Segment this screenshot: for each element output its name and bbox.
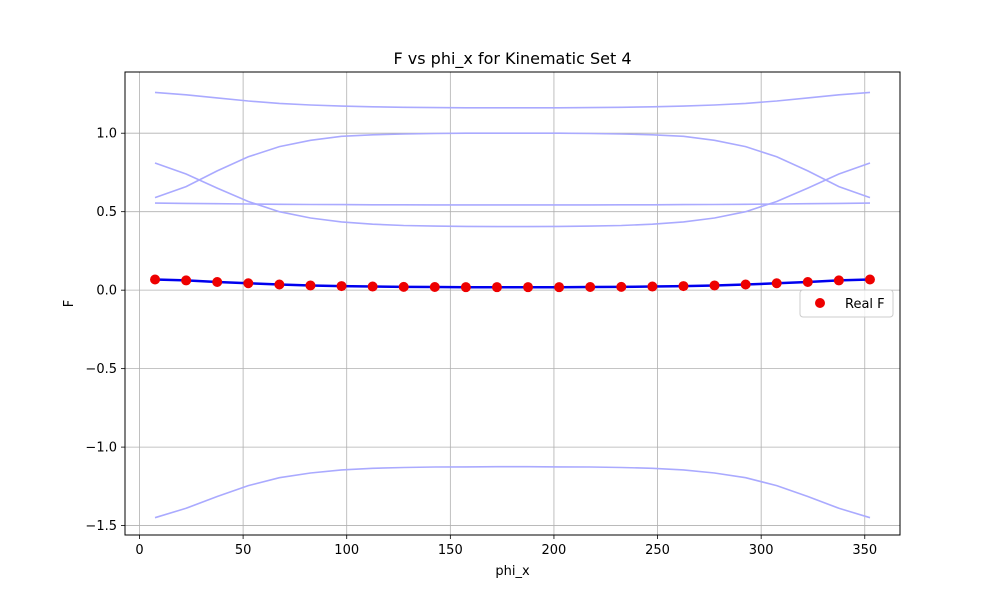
real-f-point bbox=[833, 275, 844, 286]
x-tick-label: 350 bbox=[852, 543, 877, 558]
real-f-point bbox=[274, 279, 285, 290]
faint-series-line-1 bbox=[154, 91, 871, 109]
legend-marker bbox=[815, 298, 825, 308]
x-tick-label: 100 bbox=[334, 543, 359, 558]
chart-title: F vs phi_x for Kinematic Set 4 bbox=[393, 49, 631, 69]
real-f-point bbox=[678, 281, 689, 292]
plot-frame bbox=[124, 71, 901, 536]
x-tick-label: 50 bbox=[235, 543, 252, 558]
real-f-point bbox=[709, 280, 720, 291]
real-f-point bbox=[243, 278, 254, 289]
real-f-point bbox=[367, 281, 378, 292]
real-f-point bbox=[491, 282, 502, 293]
real-f-point bbox=[523, 282, 534, 293]
real-f-point bbox=[305, 280, 316, 291]
real-f-point bbox=[740, 279, 751, 290]
real-f-point bbox=[616, 281, 627, 292]
real-f-markers bbox=[150, 274, 875, 293]
real-f-point bbox=[150, 274, 161, 285]
y-tick-label: −0.5 bbox=[85, 362, 117, 377]
real-f-point bbox=[771, 278, 782, 289]
real-f-point bbox=[181, 275, 192, 286]
real-f-point bbox=[212, 276, 223, 287]
x-tick-label: 200 bbox=[542, 543, 567, 558]
y-axis-ticks: −1.5 −1.0 −0.5 0.0 0.5 1.0 bbox=[85, 127, 125, 534]
y-tick-label: 0.5 bbox=[96, 205, 117, 220]
y-tick-label: 1.0 bbox=[96, 127, 117, 142]
real-f-point bbox=[460, 282, 471, 293]
y-axis-label: F bbox=[62, 300, 77, 307]
legend-box bbox=[799, 289, 894, 318]
y-tick-label: −1.0 bbox=[85, 441, 117, 456]
real-f-point bbox=[647, 281, 658, 292]
real-f-point bbox=[398, 281, 409, 292]
y-tick-label: 0.0 bbox=[96, 284, 117, 299]
real-f-point bbox=[802, 276, 813, 287]
x-axis-ticks: 0 50 100 150 200 250 300 350 bbox=[135, 535, 877, 558]
faint-series-line-2 bbox=[154, 162, 871, 228]
faint-series-group bbox=[154, 91, 871, 519]
x-tick-label: 150 bbox=[438, 543, 463, 558]
y-tick-label: −1.5 bbox=[85, 519, 117, 534]
real-f-point bbox=[554, 282, 565, 293]
main-series-group bbox=[154, 278, 871, 289]
real-f-point bbox=[429, 282, 440, 293]
real-f-point bbox=[585, 282, 596, 293]
main-series-line bbox=[154, 278, 871, 289]
legend-label-real-f: Real F bbox=[845, 297, 885, 312]
x-tick-label: 250 bbox=[645, 543, 670, 558]
faint-series-line-4 bbox=[154, 202, 871, 206]
faint-series-line-3 bbox=[154, 132, 871, 199]
real-f-point bbox=[336, 281, 347, 292]
x-tick-label: 300 bbox=[749, 543, 774, 558]
x-tick-label: 0 bbox=[135, 543, 143, 558]
x-axis-label: phi_x bbox=[495, 564, 530, 579]
faint-series-line-5 bbox=[154, 465, 871, 519]
legend: Real F bbox=[799, 289, 894, 318]
real-f-point bbox=[864, 274, 875, 285]
